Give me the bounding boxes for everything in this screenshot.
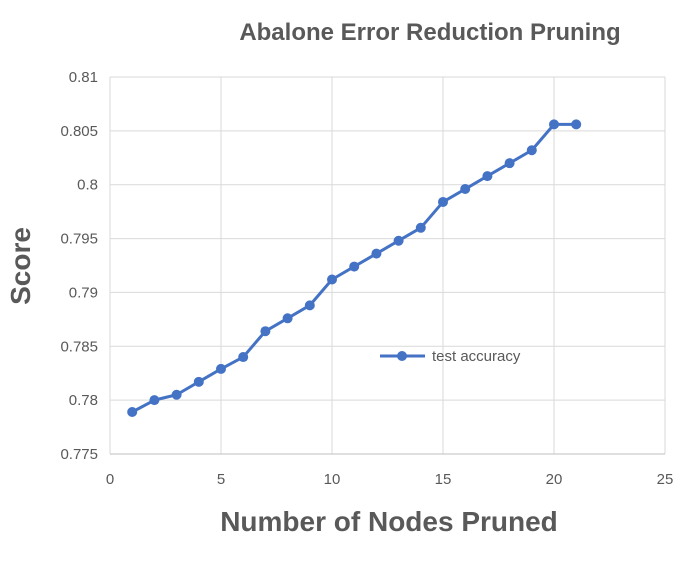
data-point bbox=[415, 222, 426, 233]
x-tick-label: 10 bbox=[324, 471, 341, 488]
data-point bbox=[171, 389, 182, 400]
tick-labels: 0.775 0.78 0.785 0.79 0.795 0.8 0.805 0.81 0 5 10 1… bbox=[60, 69, 673, 488]
x-tick-label: 25 bbox=[657, 471, 674, 488]
data-point bbox=[393, 235, 404, 246]
y-tick-label: 0.81 bbox=[69, 69, 98, 86]
legend: test accuracy bbox=[380, 348, 521, 365]
data-point bbox=[549, 119, 559, 130]
legend-marker bbox=[397, 351, 407, 361]
grid bbox=[109, 76, 666, 455]
data-point bbox=[193, 376, 204, 387]
data-point bbox=[238, 352, 249, 363]
y-tick-label: 0.8 bbox=[77, 177, 98, 194]
x-tick-label: 0 bbox=[106, 471, 114, 488]
data-point bbox=[127, 406, 138, 417]
data-point bbox=[304, 300, 315, 311]
y-tick-label: 0.795 bbox=[60, 231, 98, 248]
data-point bbox=[349, 261, 360, 272]
data-point bbox=[149, 395, 160, 406]
x-tick-label: 15 bbox=[435, 471, 452, 488]
data-point bbox=[216, 363, 226, 374]
series bbox=[127, 119, 582, 417]
y-tick-label: 0.775 bbox=[60, 446, 98, 463]
data-point bbox=[260, 326, 271, 337]
y-tick-label: 0.805 bbox=[60, 123, 98, 140]
data-point bbox=[526, 145, 537, 156]
data-point bbox=[438, 196, 448, 207]
data-point bbox=[482, 171, 493, 182]
data-point bbox=[371, 248, 382, 259]
x-axis-title: Number of Nodes Pruned bbox=[220, 506, 558, 537]
x-tick-label: 20 bbox=[546, 471, 563, 488]
data-point bbox=[504, 158, 515, 169]
y-axis-title: Score bbox=[5, 227, 36, 305]
data-point bbox=[327, 274, 337, 285]
y-tick-label: 0.79 bbox=[69, 284, 98, 301]
data-point bbox=[460, 184, 471, 195]
data-point bbox=[282, 313, 293, 324]
chart-title: Abalone Error Reduction Pruning bbox=[239, 19, 620, 46]
x-tick-label: 5 bbox=[217, 471, 225, 488]
data-point bbox=[571, 119, 582, 130]
y-tick-label: 0.78 bbox=[69, 392, 98, 409]
legend-label: test accuracy bbox=[432, 348, 521, 365]
y-tick-label: 0.785 bbox=[60, 338, 98, 355]
